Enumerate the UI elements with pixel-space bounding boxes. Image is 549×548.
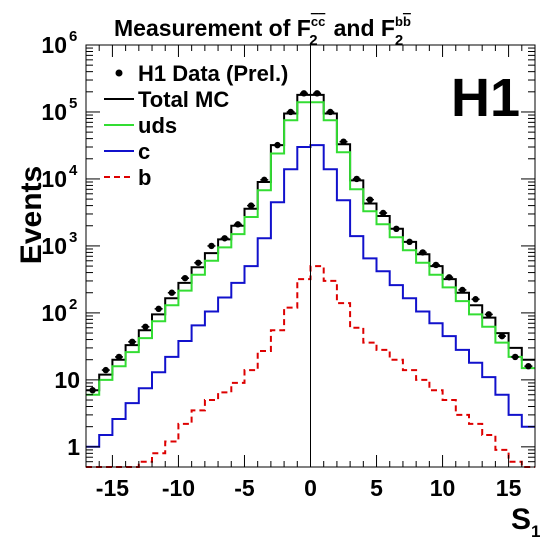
data-point: [366, 196, 374, 203]
data-point: [406, 238, 413, 246]
legend-label-h1-data-prel: H1 Data (Prel.): [138, 61, 288, 86]
x-tick-label: -10: [162, 475, 195, 501]
x-label-main: S: [511, 503, 531, 536]
data-point: [261, 176, 268, 184]
data-point: [115, 353, 123, 361]
y-tick-label: 10: [41, 233, 67, 259]
legend-label-b: b: [138, 165, 151, 190]
data-point: [129, 338, 136, 346]
x-tick-label: 10: [430, 475, 456, 501]
series-b-line: [86, 265, 535, 468]
y-tick-label: 10: [54, 367, 80, 393]
data-point: [511, 353, 519, 361]
data-point: [485, 311, 492, 318]
data-point: [472, 296, 479, 303]
x-tick-label: 15: [496, 475, 522, 501]
y-tick-label: 1: [67, 434, 80, 460]
data-point: [459, 286, 466, 294]
title-sup1b: c: [318, 14, 325, 29]
legend-label-c: c: [138, 139, 150, 164]
data-point: [419, 249, 426, 256]
y-tick-exponent: 6: [69, 28, 77, 45]
h1-logo: H1: [451, 68, 520, 128]
x-label-sub: 1: [531, 522, 540, 541]
title-mid: and F: [334, 15, 395, 41]
plot-series: [86, 90, 535, 468]
data-point: [327, 108, 334, 116]
data-point: [208, 242, 215, 250]
data-point: [393, 225, 400, 233]
data-point: [313, 90, 321, 97]
y-tick-exponent: 3: [69, 229, 77, 246]
x-axis-label: S1: [511, 503, 540, 541]
data-point: [181, 274, 189, 282]
y-axis-label: Events: [15, 166, 48, 264]
y-tick-label: 10: [41, 166, 67, 192]
title-sub1: 2: [309, 32, 317, 49]
data-point: [287, 108, 294, 116]
x-tick-label: 5: [370, 475, 383, 501]
data-point: [379, 209, 387, 217]
data-point: [432, 261, 440, 269]
title-sup1: c: [311, 14, 318, 29]
data-point: [102, 366, 110, 374]
data-point: [353, 175, 360, 183]
title-main: Measurement of F: [114, 15, 311, 41]
data-point: [498, 332, 506, 340]
title-sub2: 2: [395, 32, 403, 49]
y-tick-exponent: 2: [69, 296, 77, 313]
chart-title: Measurement of Fcc 2 and Fbb 2: [114, 14, 411, 49]
data-point: [525, 362, 532, 370]
legend-marker-h1-data-prel: [115, 69, 123, 77]
data-point: [445, 274, 453, 281]
y-tick-label: 10: [41, 99, 67, 125]
x-tick-label: 0: [304, 475, 317, 501]
data-point: [340, 138, 347, 145]
y-tick-exponent: 4: [69, 162, 78, 179]
data-point: [195, 259, 202, 266]
data-point: [168, 289, 176, 296]
legend-label-total-mc: Total MC: [138, 87, 229, 112]
data-point: [274, 141, 281, 149]
data-point: [221, 235, 228, 242]
title-sup2: b: [395, 14, 403, 29]
y-tick-exponent: 5: [69, 95, 77, 112]
data-point: [234, 221, 242, 228]
y-tick-label: 10: [41, 32, 67, 58]
data-point: [155, 305, 162, 313]
data-point: [300, 90, 308, 97]
x-tick-label: -15: [96, 475, 129, 501]
legend-label-uds: uds: [138, 113, 177, 138]
x-tick-label: -5: [234, 475, 255, 501]
data-point: [142, 323, 149, 330]
data-point: [247, 202, 255, 209]
y-tick-label: 10: [41, 300, 67, 326]
title-sup2b: b: [403, 14, 411, 29]
